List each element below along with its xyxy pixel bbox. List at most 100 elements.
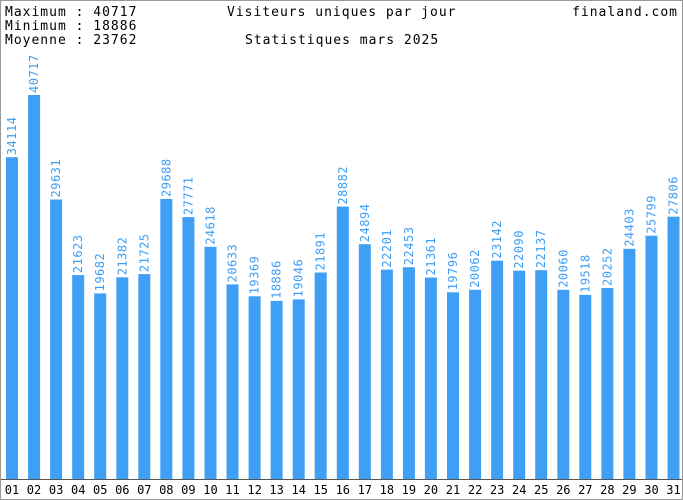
value-label-26: 20060 xyxy=(556,249,570,288)
x-tick-label-15: 15 xyxy=(313,483,327,497)
bar-07 xyxy=(138,274,151,479)
bar-13 xyxy=(270,300,283,479)
bar-10 xyxy=(204,246,217,479)
value-label-05: 19682 xyxy=(93,253,107,292)
bar-21 xyxy=(447,292,459,479)
value-label-01: 34114 xyxy=(5,117,19,156)
x-tick-label-26: 26 xyxy=(556,483,570,497)
bar-14 xyxy=(292,299,305,479)
bars-group xyxy=(6,95,680,479)
value-label-06: 21382 xyxy=(115,237,129,276)
value-label-21: 19796 xyxy=(446,252,460,291)
x-tick-label-24: 24 xyxy=(512,483,526,497)
x-tick-label-21: 21 xyxy=(446,483,460,497)
stat-moyenne: Moyenne : 23762 xyxy=(5,33,137,48)
x-tick-label-16: 16 xyxy=(336,483,350,497)
x-tick-label-11: 11 xyxy=(225,483,239,497)
x-tick-label-25: 25 xyxy=(534,483,548,497)
x-tick-label-22: 22 xyxy=(468,483,482,497)
bar-03 xyxy=(50,199,63,479)
bar-15 xyxy=(314,272,327,479)
x-tick-label-06: 06 xyxy=(115,483,129,497)
bar-20 xyxy=(424,277,437,479)
x-tick-label-13: 13 xyxy=(269,483,283,497)
value-label-04: 21623 xyxy=(71,234,85,273)
x-tick-label-09: 09 xyxy=(181,483,195,497)
site-name: finaland.com xyxy=(572,5,678,20)
bar-28 xyxy=(601,288,614,479)
bar-24 xyxy=(513,270,526,479)
value-label-15: 21891 xyxy=(314,232,328,271)
value-label-03: 29631 xyxy=(49,159,63,198)
chart-title: Visiteurs uniques par jour xyxy=(227,5,457,20)
value-label-13: 18886 xyxy=(270,260,284,299)
x-tick-label-29: 29 xyxy=(622,483,636,497)
value-label-16: 28882 xyxy=(336,166,350,205)
bar-17 xyxy=(358,244,371,479)
x-tick-label-05: 05 xyxy=(93,483,107,497)
value-labels-group: 34114 40717 29631 21623 19682 21382 21725 29688… xyxy=(5,54,681,299)
value-label-25: 22137 xyxy=(534,230,548,269)
value-label-30: 25799 xyxy=(645,195,659,234)
x-tick-label-19: 19 xyxy=(402,483,416,497)
bar-06 xyxy=(116,277,129,479)
value-label-24: 22090 xyxy=(512,230,526,269)
bar-09 xyxy=(182,217,195,479)
value-label-17: 24894 xyxy=(358,204,372,243)
x-tick-label-20: 20 xyxy=(424,483,438,497)
bar-25 xyxy=(535,270,548,479)
bar-05 xyxy=(94,293,107,479)
value-label-08: 29688 xyxy=(159,158,173,197)
x-tick-label-04: 04 xyxy=(71,483,85,497)
bar-30 xyxy=(645,235,658,479)
value-label-02: 40717 xyxy=(27,54,41,93)
value-label-23: 23142 xyxy=(490,220,504,259)
bar-16 xyxy=(336,206,349,479)
stat-minimum: Minimum : 18886 xyxy=(5,19,137,34)
bar-19 xyxy=(402,267,415,479)
x-tick-label-01: 01 xyxy=(5,483,19,497)
bar-31 xyxy=(667,216,680,479)
x-tick-label-10: 10 xyxy=(203,483,217,497)
bar-29 xyxy=(623,248,636,479)
x-tick-label-27: 27 xyxy=(578,483,592,497)
value-label-12: 19369 xyxy=(248,256,262,295)
x-tick-label-08: 08 xyxy=(159,483,173,497)
stat-maximum: Maximum : 40717 xyxy=(5,5,137,20)
bar-26 xyxy=(557,289,570,479)
value-label-10: 24618 xyxy=(204,206,218,245)
bar-11 xyxy=(226,284,239,479)
bar-08 xyxy=(160,199,173,479)
value-label-27: 19518 xyxy=(578,254,592,293)
x-tick-label-30: 30 xyxy=(644,483,658,497)
x-tick-label-12: 12 xyxy=(247,483,261,497)
x-tick-label-17: 17 xyxy=(358,483,372,497)
value-label-07: 21725 xyxy=(137,233,151,272)
value-label-19: 22453 xyxy=(402,227,416,266)
value-label-14: 19046 xyxy=(292,259,306,298)
x-tick-label-03: 03 xyxy=(49,483,63,497)
value-label-29: 24403 xyxy=(622,208,636,247)
value-label-22: 20062 xyxy=(468,249,482,288)
value-label-31: 27806 xyxy=(667,176,681,215)
bar-01 xyxy=(6,157,18,479)
x-tick-label-14: 14 xyxy=(291,483,305,497)
value-label-11: 20633 xyxy=(226,244,240,283)
x-tick-label-02: 02 xyxy=(27,483,41,497)
bar-22 xyxy=(469,289,482,479)
chart-subtitle: Statistiques mars 2025 xyxy=(245,33,439,48)
x-tick-label-07: 07 xyxy=(137,483,151,497)
value-label-20: 21361 xyxy=(424,237,438,276)
bar-27 xyxy=(579,294,592,479)
x-tick-label-28: 28 xyxy=(600,483,614,497)
x-tick-label-18: 18 xyxy=(380,483,394,497)
value-label-18: 22201 xyxy=(380,229,394,268)
x-labels-group: 01 02 03 04 05 06 07 08 09 10 11 12 13 14 15 16 17 18 19 20… xyxy=(5,483,681,497)
value-label-28: 20252 xyxy=(600,247,614,286)
x-tick-label-31: 31 xyxy=(666,483,680,497)
x-tick-label-23: 23 xyxy=(490,483,504,497)
bar-18 xyxy=(380,269,393,479)
bar-23 xyxy=(491,260,504,479)
bar-12 xyxy=(248,296,261,479)
